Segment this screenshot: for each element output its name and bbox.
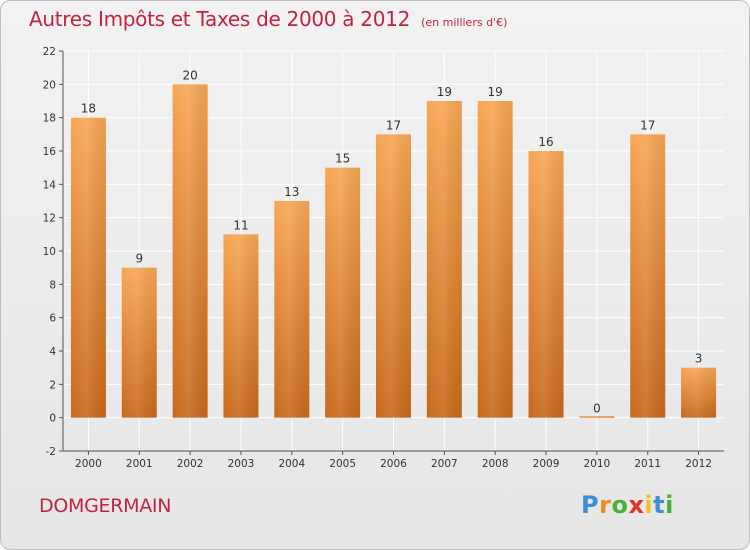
x-tick-label: 2009 <box>533 458 560 470</box>
y-tick-label: 6 <box>49 313 56 325</box>
x-tick-label: 2004 <box>278 458 305 470</box>
data-label-2011: 17 <box>640 118 655 132</box>
chart-title: Autres Impôts et Taxes de 2000 à 2012 <box>29 7 410 31</box>
y-tick-label: 16 <box>43 146 57 158</box>
data-label-2012: 3 <box>695 352 703 366</box>
logo-letter: o <box>611 491 629 519</box>
bars <box>70 84 717 418</box>
bar-shine-2005 <box>325 167 361 418</box>
y-tick-label: 18 <box>43 113 56 125</box>
data-label-2009: 16 <box>538 135 553 149</box>
chart-title-row: Autres Impôts et Taxes de 2000 à 2012 (e… <box>29 7 507 31</box>
data-label-2010: 0 <box>593 402 601 416</box>
logo-letter: i <box>644 491 654 519</box>
y-tick-label: 2 <box>49 379 56 391</box>
logo-letter: i <box>665 491 674 519</box>
data-label-2000: 18 <box>81 102 96 116</box>
data-label-2006: 17 <box>386 118 401 132</box>
commune-name: DOMGERMAIN <box>39 495 172 517</box>
bar-shine-2011 <box>630 134 666 418</box>
x-tick-label: 2008 <box>482 458 509 470</box>
y-tick-label: 8 <box>49 279 56 291</box>
data-label-2002: 20 <box>182 68 197 82</box>
data-label-2007: 19 <box>437 85 452 99</box>
y-tick-label: 20 <box>43 79 56 91</box>
data-label-2004: 13 <box>284 185 299 199</box>
x-tick-label: 2010 <box>584 458 611 470</box>
x-tick-label: 2003 <box>228 458 255 470</box>
bar-shine-2007 <box>426 101 462 418</box>
y-tick-label: 4 <box>49 346 56 358</box>
bar-shine-2001 <box>121 267 157 418</box>
x-tick-label: 2002 <box>177 458 204 470</box>
data-label-2008: 19 <box>488 85 503 99</box>
bar-shine-2004 <box>274 201 310 418</box>
y-tick-label: 14 <box>43 179 57 191</box>
proxiti-logo: Proxiti <box>581 491 674 519</box>
bar-shine-2000 <box>70 117 106 418</box>
y-tick-label: 0 <box>49 413 56 425</box>
bar-shine-2008 <box>477 101 513 418</box>
bar-shine-2012 <box>681 367 717 418</box>
logo-letter: t <box>653 491 666 519</box>
y-tick-label: -2 <box>46 446 56 458</box>
x-tick-label: 2006 <box>380 458 407 470</box>
x-tick-label: 2007 <box>431 458 458 470</box>
x-tick-label: 2000 <box>75 458 102 470</box>
data-label-2003: 11 <box>233 218 248 232</box>
bar-shine-2003 <box>223 234 259 418</box>
data-label-2001: 9 <box>135 252 143 266</box>
data-label-2005: 15 <box>335 152 350 166</box>
x-tick-label: 2005 <box>329 458 356 470</box>
y-tick-label: 12 <box>43 213 56 225</box>
logo-letter: x <box>628 491 645 519</box>
logo-letter: r <box>599 491 612 519</box>
x-tick-label: 2012 <box>685 458 712 470</box>
x-tick-label: 2001 <box>126 458 153 470</box>
data-labels: 18 9 20 11 13 15 17 19 19 16 0 17 3 <box>81 68 703 415</box>
bar-shine-2009 <box>528 151 564 418</box>
y-tick-label: 22 <box>43 46 56 58</box>
y-tick-label: 10 <box>43 246 56 258</box>
x-tick-label: 2011 <box>634 458 661 470</box>
chart-subtitle: (en milliers d'€) <box>421 16 508 29</box>
bar-shine-2010 <box>579 416 615 418</box>
bar-shine-2002 <box>172 84 208 418</box>
logo-letter: P <box>581 491 600 519</box>
bar-shine-2006 <box>376 134 411 418</box>
